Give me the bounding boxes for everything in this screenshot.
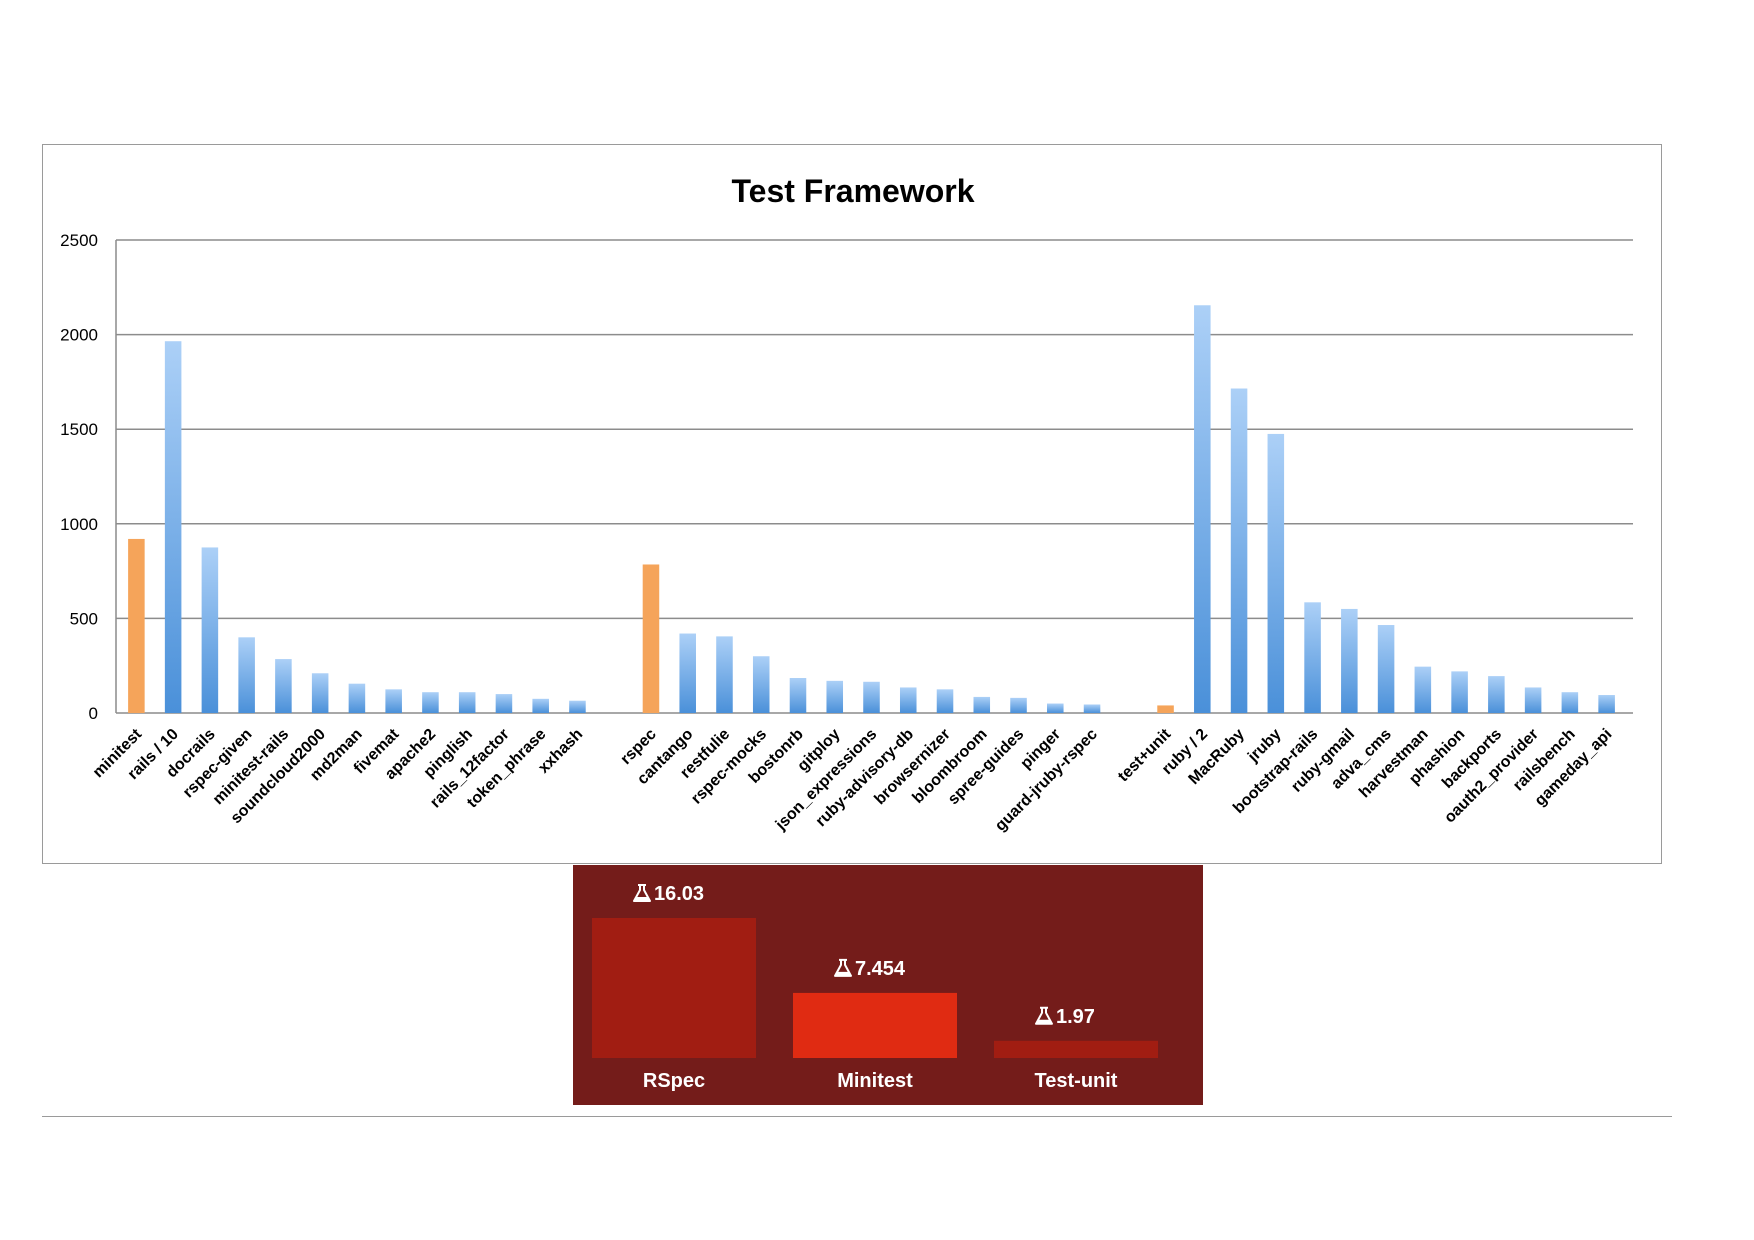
inset-bar-group-test-unit: 1.97 Test-unit xyxy=(994,1006,1158,1092)
bar-json-expressions xyxy=(863,681,880,713)
bar-ruby-advisory-db xyxy=(899,687,917,713)
bar-restfulie xyxy=(716,636,733,713)
inset-chart-svg: 16.03 RSpec 7.454 Minitest 1.97 Test-unit xyxy=(592,883,1158,1092)
inset-category-label: Test-unit xyxy=(1035,1070,1118,1092)
inset-bars: 16.03 RSpec 7.454 Minitest 1.97 Test-unit xyxy=(592,883,1158,1092)
x-tick-label: test+unit xyxy=(1115,725,1175,785)
bar-pinglish xyxy=(458,692,476,713)
inset-value-label: 7.454 xyxy=(855,958,906,980)
inset-value-label: 16.03 xyxy=(654,883,704,905)
bar-token-phrase xyxy=(532,698,549,713)
bar-md2man xyxy=(348,683,366,713)
inset-bar-minitest xyxy=(793,992,957,1058)
inset-bar-group-minitest: 7.454 Minitest xyxy=(793,958,957,1092)
chart-title: Test Framework xyxy=(731,173,974,209)
bar-oauth2-provider xyxy=(1524,687,1542,713)
inset-chart: 16.03 RSpec 7.454 Minitest 1.97 Test-unit xyxy=(573,865,1203,1105)
bar-soundcloud2000 xyxy=(311,673,329,713)
grid-lines xyxy=(115,239,1633,714)
bar-ruby-gmail xyxy=(1341,608,1358,713)
bar-rspec-given xyxy=(238,637,255,713)
y-axis-ticks: 0 500 1000 1500 2000 2500 xyxy=(60,231,98,723)
bar-backports xyxy=(1488,676,1505,713)
bar-docrails xyxy=(201,547,219,713)
bar-minitest xyxy=(128,538,145,713)
flask-icon xyxy=(1035,1006,1053,1025)
divider-line xyxy=(42,1116,1672,1117)
bars xyxy=(128,305,1615,713)
bar-spree-guides xyxy=(1010,697,1027,713)
bar-adva-cms xyxy=(1377,625,1395,713)
bar-railsbench xyxy=(1561,692,1579,713)
bar-phashion xyxy=(1451,671,1468,713)
inset-bar-test-unit xyxy=(994,1040,1158,1058)
bar-test-unit xyxy=(1157,705,1174,713)
bar-gameday-api xyxy=(1598,695,1615,713)
bar-gitploy xyxy=(826,680,844,713)
bar-bootstrap-rails xyxy=(1304,602,1321,713)
bar-bostonrb xyxy=(789,677,807,713)
main-chart-frame: Test Framework 0 500 1000 1500 2000 2500 mini… xyxy=(42,144,1662,864)
bar-rails-10 xyxy=(164,341,182,713)
flask-icon xyxy=(834,958,852,977)
inset-bar-rspec xyxy=(592,918,756,1058)
flask-icon xyxy=(633,884,651,902)
inset-category-label: Minitest xyxy=(837,1070,913,1092)
y-tick-label: 500 xyxy=(70,609,98,628)
bar-ruby-2 xyxy=(1194,305,1211,713)
bar-harvestman xyxy=(1414,666,1432,713)
bar-jruby xyxy=(1267,433,1285,713)
inset-bar-group-rspec: 16.03 RSpec xyxy=(592,883,756,1092)
inset-category-label: RSpec xyxy=(643,1070,705,1092)
y-tick-label: 0 xyxy=(89,704,98,723)
bar-browsernizer xyxy=(936,689,954,713)
y-tick-label: 1000 xyxy=(60,515,98,534)
bar-xxhash xyxy=(569,700,586,713)
y-tick-label: 2000 xyxy=(60,326,98,345)
bar-macruby xyxy=(1230,388,1248,713)
bar-minitest-rails xyxy=(275,659,292,713)
bar-apache2 xyxy=(422,692,439,713)
bar-cantango xyxy=(679,633,696,713)
bar-bloombroom xyxy=(973,696,991,713)
bar-guard-jruby-rspec xyxy=(1083,704,1101,713)
bar-rspec xyxy=(642,564,660,713)
bar-rspec-mocks xyxy=(752,656,770,713)
bar-pinger xyxy=(1047,703,1064,713)
bar-rails-12factor xyxy=(495,694,513,713)
main-chart: Test Framework 0 500 1000 1500 2000 2500 mini… xyxy=(60,173,1633,835)
y-tick-label: 1500 xyxy=(60,420,98,439)
bar-fivemat xyxy=(385,689,402,713)
y-tick-label: 2500 xyxy=(60,231,98,250)
inset-value-label: 1.97 xyxy=(1056,1006,1095,1028)
